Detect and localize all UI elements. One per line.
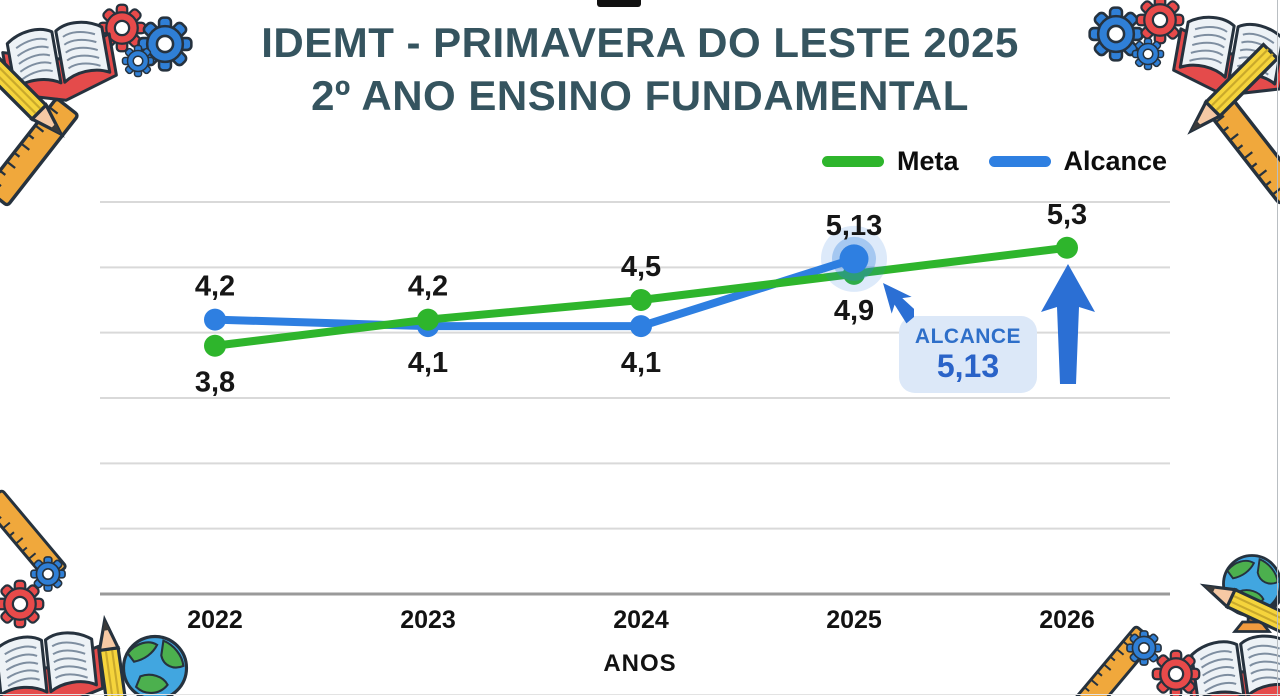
chart-title-line2: 2º ANO ENSINO FUNDAMENTAL: [311, 72, 969, 119]
point-meta-2022: [204, 334, 226, 357]
cursor-arrow-icon: [883, 283, 914, 324]
alcance-callout-value: 5,13: [936, 348, 1000, 384]
line-chart-plot: 3,8 4,2 4,5 4,9 5,3 4,2 4,1 4,1 5,13: [100, 199, 1170, 596]
point-label-meta-2026: 5,3: [1047, 199, 1087, 231]
point-label-alcance-2023: 4,1: [408, 347, 448, 379]
legend-item-alcance: Alcance: [988, 146, 1168, 177]
x-tick-2023: 2023: [400, 606, 456, 634]
point-label-alcance-2025: 5,13: [826, 210, 882, 242]
screen-edge-line-right: [1277, 0, 1278, 696]
chart-title: IDEMT - PRIMAVERA DO LESTE 2025 2º ANO E…: [0, 16, 1280, 122]
alcance-callout: ALCANCE 5,13: [899, 316, 1037, 393]
legend: Meta Alcance: [822, 146, 1167, 177]
point-label-meta-2022: 3,8: [195, 367, 235, 399]
point-label-meta-2025: 4,9: [834, 295, 874, 327]
point-label-alcance-2024: 4,1: [621, 347, 661, 379]
point-meta-2026: [1056, 236, 1078, 259]
highlight-point-2025: [839, 244, 869, 274]
point-meta-2024: [630, 289, 652, 312]
point-alcance-2024: [630, 315, 652, 338]
point-meta-2023: [417, 308, 439, 331]
x-tick-2025: 2025: [826, 606, 882, 634]
alcance-line-swatch: [988, 156, 1051, 167]
legend-label-alcance: Alcance: [1063, 146, 1168, 176]
series-line-alcance: [211, 254, 858, 331]
point-label-alcance-2022: 4,2: [195, 271, 235, 303]
red-gear-icon: [0, 579, 45, 629]
up-arrow-icon: [1041, 264, 1095, 384]
legend-item-meta: Meta: [822, 146, 959, 177]
point-label-meta-2024: 4,5: [621, 251, 661, 283]
chart-title-line1: IDEMT - PRIMAVERA DO LESTE 2025: [261, 19, 1019, 66]
top-notch: [597, 0, 641, 7]
alcance-callout-title: ALCANCE: [914, 325, 1022, 348]
point-label-meta-2023: 4,2: [408, 271, 448, 303]
point-alcance-2022: [204, 308, 226, 331]
x-tick-2024: 2024: [613, 606, 669, 634]
screen-edge-line-bottom: [0, 694, 1280, 695]
legend-label-meta: Meta: [897, 146, 959, 176]
x-axis-title: ANOS: [603, 650, 677, 677]
meta-line-swatch: [822, 156, 884, 167]
